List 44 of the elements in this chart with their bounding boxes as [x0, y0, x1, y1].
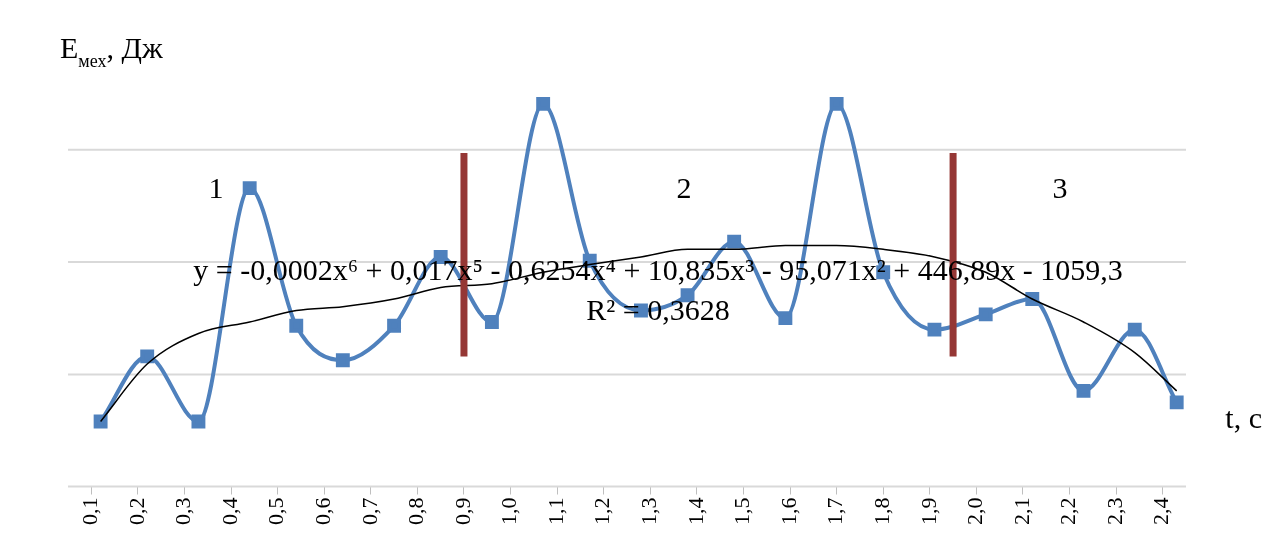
x-tick-label: 1,2 — [589, 497, 615, 525]
x-axis-title: t, с — [1225, 401, 1262, 434]
x-tick-label: 0,3 — [170, 497, 196, 525]
point — [1076, 383, 1091, 398]
x-tick-label: 0,1 — [77, 497, 103, 525]
x-tick-label: 2,4 — [1148, 497, 1174, 525]
annotation: 3 — [1052, 171, 1068, 204]
x-tick-label: 2,3 — [1101, 497, 1127, 525]
x-tick-label: 0,2 — [123, 497, 149, 525]
point — [829, 96, 844, 111]
x-tick-label: 0,6 — [309, 497, 335, 525]
point — [191, 414, 206, 429]
point — [778, 311, 793, 326]
point — [242, 181, 257, 196]
point — [335, 353, 350, 368]
x-tick-label: 2,2 — [1055, 497, 1081, 525]
x-tick-label: 1,9 — [915, 497, 941, 525]
annotation: 1 — [208, 171, 224, 204]
point — [140, 349, 155, 364]
x-tick-label: 0,8 — [403, 497, 429, 525]
x-tick-label: 1,0 — [496, 497, 522, 525]
point — [1169, 395, 1184, 410]
annotation: 2 — [676, 171, 692, 204]
x-tick-label: 1,1 — [542, 497, 568, 525]
point — [387, 318, 402, 333]
x-tick-label: 1,3 — [636, 497, 662, 525]
point — [289, 318, 304, 333]
x-tick-label: 0,5 — [263, 497, 289, 525]
point — [536, 96, 551, 111]
x-tick-label: 0,9 — [449, 497, 475, 525]
x-tick-label: 1,6 — [775, 497, 801, 525]
x-tick-label: 1,7 — [822, 497, 848, 525]
x-tick-label: 2,0 — [962, 497, 988, 525]
x-tick-label: 1,5 — [729, 497, 755, 525]
x-tick-label: 2,1 — [1008, 497, 1034, 525]
point — [927, 322, 942, 337]
x-tick-label: 0,4 — [216, 497, 242, 525]
x-tick-label: 0,7 — [356, 497, 382, 525]
point — [1127, 322, 1142, 337]
point — [727, 234, 742, 249]
x-tick-label: 1,4 — [682, 497, 708, 525]
point — [978, 307, 993, 322]
point — [484, 315, 499, 329]
x-tick-label: 1,8 — [868, 497, 894, 525]
